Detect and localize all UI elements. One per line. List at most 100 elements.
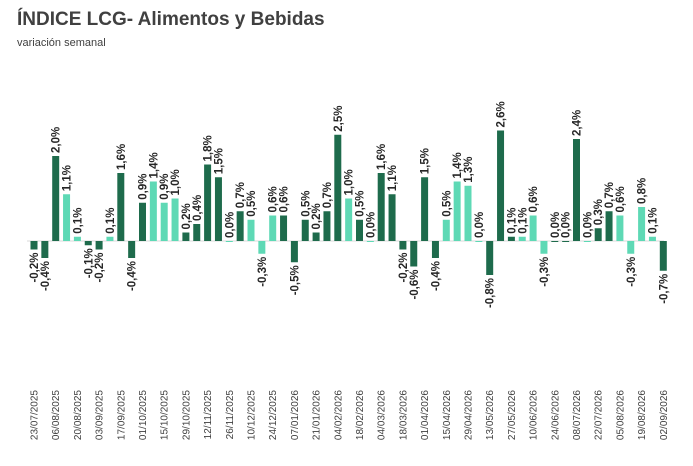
bar [497,130,505,241]
value-label: 1,5% [420,148,432,174]
value-label: -0,8% [485,278,497,308]
value-label: 0,1% [72,208,84,234]
value-label: 0,3% [593,199,605,225]
value-label: 0,9% [138,174,150,200]
bar [334,134,342,241]
value-label: 2,5% [333,106,345,132]
bar [117,173,125,241]
bar [204,164,212,241]
bar [562,241,570,242]
value-label: 2,6% [496,101,508,127]
bar [182,232,190,241]
value-label: 0,0% [224,212,236,238]
bar [431,241,439,258]
value-label: 1,6% [376,144,388,170]
value-label: 0,6% [615,186,627,212]
x-tick-label: 06/08/2025 [51,390,62,440]
x-tick-label: 18/03/2026 [398,390,409,440]
value-label: 1,4% [148,152,160,178]
x-tick-label: 15/04/2026 [442,390,453,440]
bar [486,241,494,275]
value-label: 1,0% [344,169,356,195]
bar [583,241,591,242]
bar [312,232,320,241]
x-tick-label: 12/11/2025 [203,390,214,440]
value-label: 0,6% [528,186,540,212]
value-label: 0,5% [246,191,258,217]
chart-title: ÍNDICE LCG- Alimentos y Bebidas [17,9,325,30]
bar [149,181,157,241]
x-tick-label: 18/02/2026 [355,390,366,440]
x-tick-label: 01/04/2026 [420,390,431,440]
bar [507,236,515,241]
value-label: -0,4% [40,261,52,291]
value-label: 0,0% [365,212,377,238]
x-tick-label: 13/05/2026 [485,390,496,440]
value-label: 0,9% [159,174,171,200]
value-label: -0,4% [127,261,139,291]
bar [280,215,288,241]
value-label: 1,5% [213,148,225,174]
value-label: 0,5% [355,191,367,217]
value-label: 1,0% [170,169,182,195]
value-label: 1,1% [62,165,74,191]
x-tick-label: 20/08/2025 [73,390,84,440]
bar [160,202,168,241]
x-tick-label: 17/09/2025 [116,390,127,440]
value-label: -0,2% [94,253,106,283]
value-label: 0,2% [311,203,323,229]
x-tick-label: 26/11/2025 [225,390,236,440]
bar [410,241,418,267]
x-tick-label: 07/01/2026 [290,390,301,440]
bar [356,219,363,241]
value-label: 0,1% [517,208,529,234]
value-label: 0,7% [604,182,616,208]
bar [518,236,526,241]
bar [627,241,635,254]
x-tick-label: 04/02/2026 [333,390,344,440]
bar [247,219,255,241]
value-label: 0,8% [637,178,649,204]
value-label: -0,3% [626,257,638,287]
value-label: -0,2% [398,253,410,283]
value-label: 0,6% [268,186,280,212]
bar [171,198,179,241]
bar [128,241,136,258]
bar [529,215,537,241]
value-label: 1,4% [452,152,464,178]
value-label: -0,4% [430,261,442,291]
bar [30,241,38,250]
x-tick-label: 01/10/2025 [138,390,149,440]
value-labels-group: -0,2%-0,4%2,0%1,1%0,1%-0,1%-0,2%0,1%1,6%… [29,101,670,308]
bar [605,211,613,241]
x-tick-label: 02/09/2026 [659,390,670,440]
bar [659,241,667,271]
value-label: 0,1% [506,208,518,234]
value-label: 0,7% [235,182,247,208]
bar [290,241,298,263]
x-tick-label: 03/09/2025 [95,390,106,440]
bar [638,207,646,241]
value-label: 0,0% [582,212,594,238]
bar [366,241,374,242]
value-label: 2,4% [572,110,584,136]
value-label: -0,2% [29,253,41,283]
value-label: 0,4% [192,195,204,221]
value-label: 1,8% [203,135,215,161]
bar [73,236,81,241]
x-tick-label: 24/06/2026 [550,390,561,440]
value-label: 0,1% [105,208,117,234]
value-label: -0,5% [289,265,301,295]
bar [475,241,483,242]
value-label: 2,0% [51,127,63,153]
chart-subtitle: variación semanal [17,37,106,49]
bar [95,241,103,250]
bar [551,241,559,242]
bar [84,241,92,246]
x-tick-label: 24/12/2025 [268,390,279,440]
bar [106,236,114,241]
x-tick-label: 23/07/2025 [30,390,41,440]
bar [225,241,233,242]
value-label: 0,5% [300,191,312,217]
